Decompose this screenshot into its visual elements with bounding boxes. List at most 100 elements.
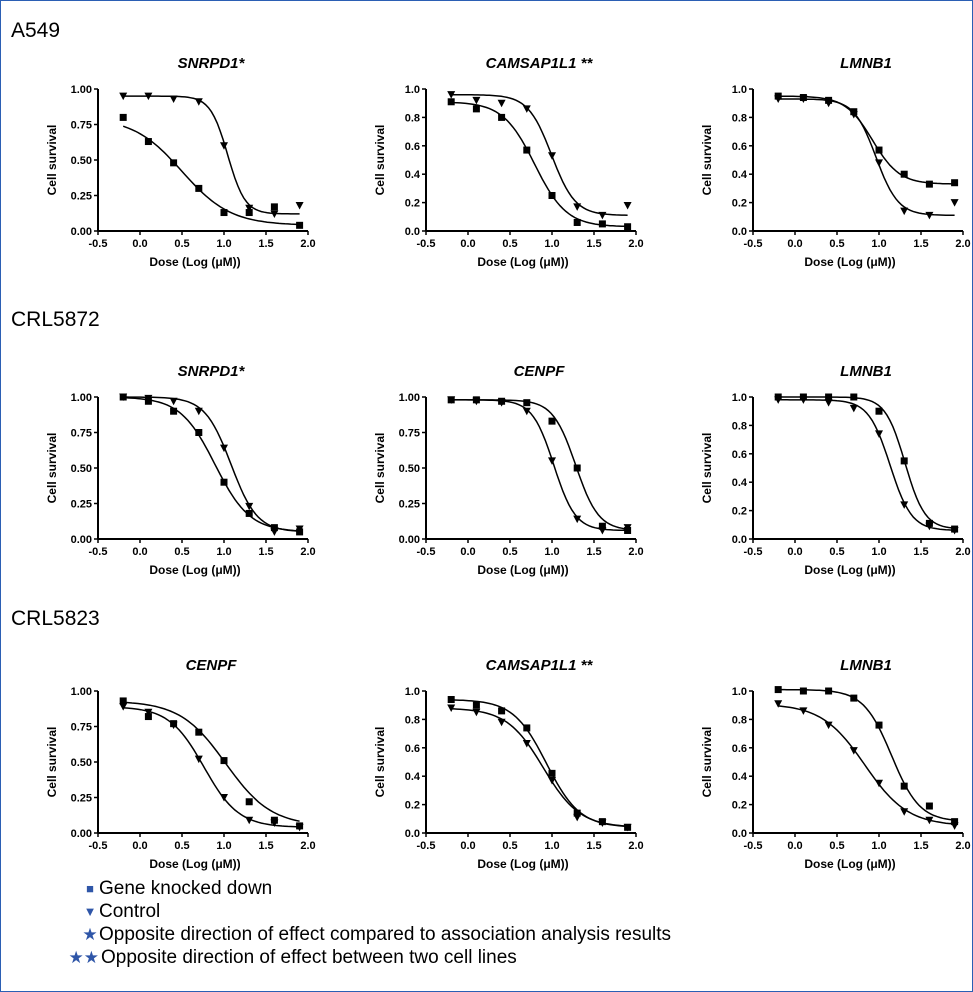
control-point	[522, 407, 531, 416]
y-tick-label: 0.4	[405, 771, 421, 783]
x-tick-label: 2.0	[300, 238, 315, 250]
knockdown-point	[850, 694, 858, 702]
knockdown-point	[245, 209, 253, 217]
knockdown-point	[825, 393, 833, 401]
chart-title: SNRPD1*	[178, 363, 246, 380]
y-tick-label: 0.00	[399, 534, 420, 546]
control-point	[548, 776, 556, 785]
x-tick-label: 2.0	[955, 238, 970, 250]
control-point	[220, 794, 228, 802]
control-point	[799, 707, 808, 715]
y-axis-label: Cell survival	[373, 727, 387, 798]
y-tick-label: 1.0	[732, 686, 747, 698]
x-tick-label: 0.0	[460, 840, 475, 852]
control-point	[623, 201, 632, 210]
control-point	[623, 524, 632, 532]
control-point	[194, 98, 203, 106]
row-label-a549: A549	[11, 19, 61, 42]
legend-item-star: ★ Opposite direction of effect compared …	[81, 923, 671, 946]
control-point	[774, 700, 783, 708]
y-tick-label: 0.2	[732, 506, 747, 518]
y-tick-label: 0.25	[71, 793, 92, 805]
y-axis-label: Cell survival	[700, 727, 714, 798]
x-tick-label: 1.0	[871, 546, 886, 558]
knockdown-point	[220, 209, 228, 217]
control-point	[925, 816, 934, 825]
knockdown-point	[245, 509, 253, 517]
y-tick-label: 0.4	[732, 169, 748, 181]
control-point	[875, 779, 883, 788]
control-point	[598, 211, 607, 220]
x-tick-label: 1.0	[871, 840, 886, 852]
knockdown-point	[900, 170, 908, 178]
square-marker-icon: ■	[86, 881, 94, 896]
x-tick-label: 1.0	[544, 238, 559, 250]
knockdown-point	[195, 429, 203, 436]
control-point	[472, 708, 481, 717]
x-axis-label: Dose (Log (μM))	[477, 563, 568, 577]
y-axis-label: Cell survival	[373, 125, 387, 196]
control-point	[900, 501, 909, 509]
x-tick-label: -0.5	[89, 546, 108, 558]
knockdown-point	[774, 686, 782, 694]
control-point	[119, 703, 128, 711]
control-point	[950, 822, 959, 830]
x-axis-label: Dose (Log (μM))	[804, 563, 895, 577]
y-tick-label: 0.0	[405, 828, 420, 840]
control-point	[950, 199, 959, 207]
chart-4: SNRPD1* 0.00 0.25 0.50 0.75 1.00 -0.5 0.0 0.5 1.0…	[45, 363, 316, 577]
control-point	[270, 210, 279, 218]
knockdown-point	[270, 203, 278, 211]
x-tick-label: 2.0	[955, 546, 970, 558]
y-axis-label: Cell survival	[700, 125, 714, 196]
control-point	[522, 105, 531, 113]
x-tick-label: 1.5	[586, 840, 601, 852]
control-fit-curve	[123, 707, 300, 828]
knockdown-point	[472, 701, 480, 709]
knockdown-point	[875, 721, 883, 729]
y-tick-label: 0.25	[71, 191, 92, 203]
control-point	[270, 528, 279, 536]
y-tick-label: 0.0	[405, 226, 420, 238]
control-point	[144, 92, 153, 101]
knockdown-point	[119, 697, 127, 705]
knockdown-point	[119, 113, 127, 121]
y-tick-label: 0.75	[71, 722, 92, 734]
y-axis-label: Cell survival	[700, 433, 714, 504]
legend: ■ Gene knocked down ▼ Control ★ Opposite…	[69, 877, 672, 969]
x-tick-label: 0.0	[460, 546, 475, 558]
knockdown-point	[245, 798, 253, 806]
y-tick-label: 0.75	[71, 120, 92, 132]
chart-title: CAMSAP1L1 **	[486, 55, 594, 72]
y-tick-label: 0.8	[732, 420, 747, 432]
control-point	[447, 704, 456, 713]
knockdown-point	[951, 179, 959, 187]
knockdown-point	[900, 782, 908, 790]
control-point	[194, 755, 203, 764]
y-tick-label: 0.8	[405, 714, 420, 726]
x-tick-label: 0.5	[502, 840, 517, 852]
control-point	[270, 819, 279, 828]
x-tick-label: 2.0	[628, 840, 643, 852]
knockdown-point	[220, 757, 228, 765]
knockdown-point	[598, 220, 606, 228]
control-point	[900, 808, 909, 816]
control-point	[849, 404, 858, 413]
y-tick-label: 0.75	[399, 428, 420, 440]
x-tick-label: 0.5	[174, 546, 189, 558]
x-axis-label: Dose (Log (μM))	[804, 255, 895, 269]
y-tick-label: 0.50	[71, 155, 92, 167]
knockdown-point	[875, 407, 883, 415]
control-point	[295, 201, 304, 210]
x-axis-label: Dose (Log (μM))	[149, 563, 240, 577]
control-point	[447, 91, 456, 99]
y-tick-label: 1.00	[71, 686, 92, 698]
chart-title: CAMSAP1L1 **	[486, 657, 594, 674]
knockdown-fit-curve	[451, 399, 628, 530]
x-tick-label: 1.5	[913, 546, 928, 558]
x-tick-label: 0.5	[829, 238, 844, 250]
knockdown-fit-curve	[778, 95, 955, 185]
knockdown-point	[548, 417, 556, 425]
